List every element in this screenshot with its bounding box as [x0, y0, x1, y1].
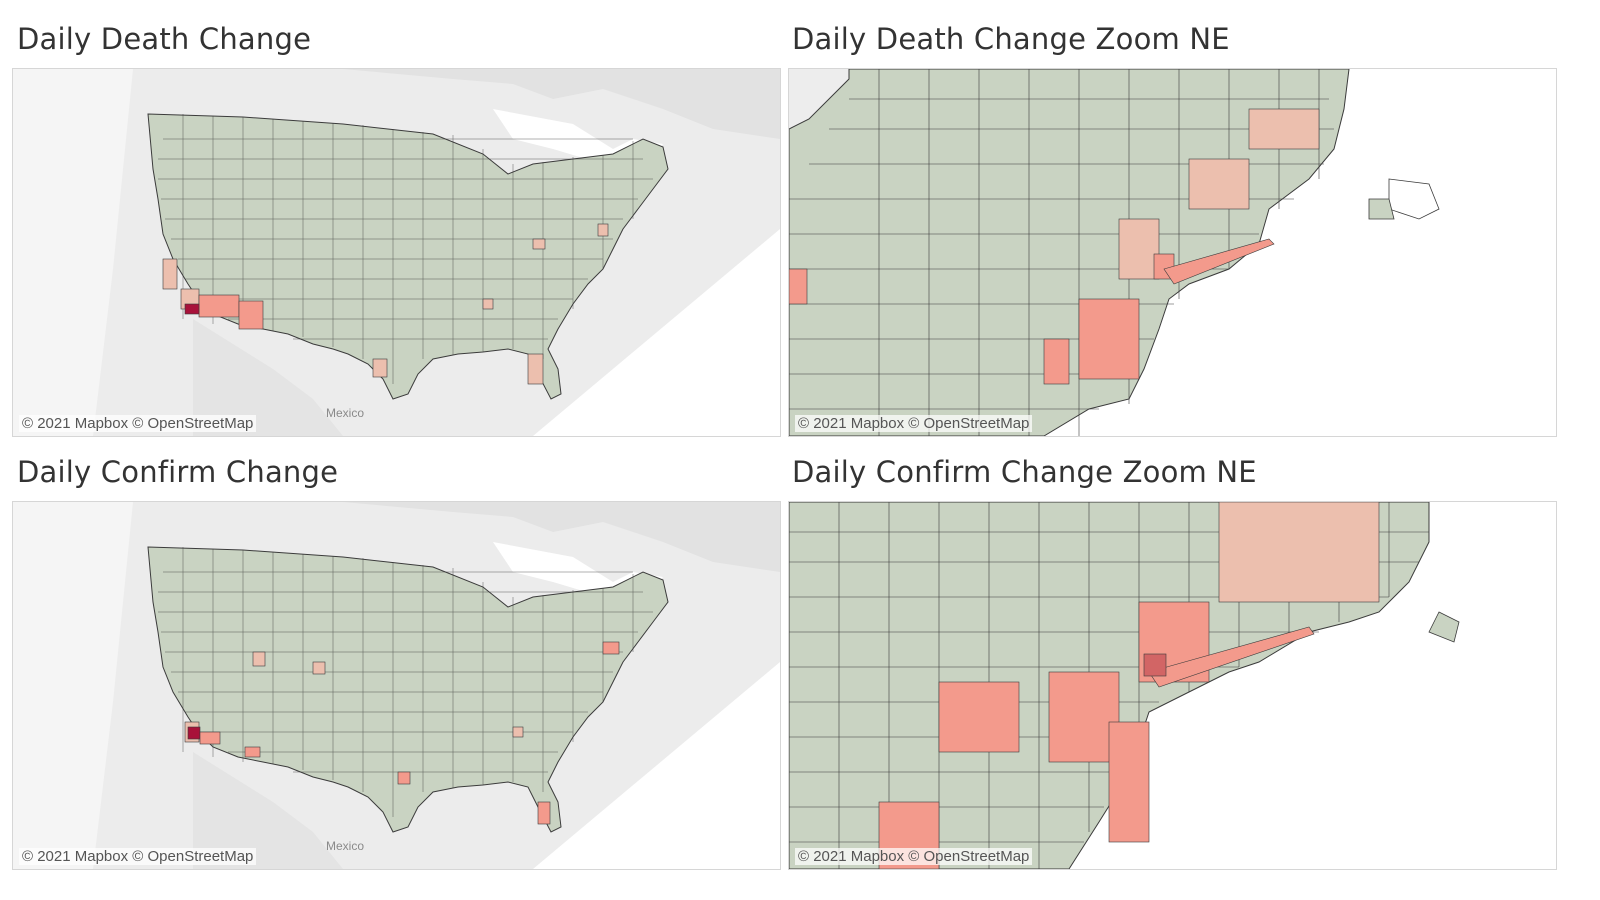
- map-attribution[interactable]: © 2021 Mapbox © OpenStreetMap: [795, 848, 1033, 865]
- us-confirm-map[interactable]: Mexico © 2021 Mapbox © OpenStreetMap: [12, 501, 781, 870]
- hotspots: [878, 502, 1380, 869]
- map-attribution[interactable]: © 2021 Mapbox © OpenStreetMap: [19, 848, 257, 865]
- us-death-map-svg: [13, 69, 780, 436]
- panel-title-confirm-ne: Daily Confirm Change Zoom NE: [792, 455, 1257, 489]
- hotspots: [184, 641, 620, 825]
- us-confirm-map-svg: [13, 502, 780, 869]
- ne-death-map[interactable]: © 2021 Mapbox © OpenStreetMap: [788, 68, 1557, 437]
- hotspots: [162, 223, 609, 385]
- panel-title-death: Daily Death Change: [17, 22, 312, 56]
- hotspots: [789, 108, 1320, 385]
- map-attribution[interactable]: © 2021 Mapbox © OpenStreetMap: [19, 415, 257, 432]
- us-death-map[interactable]: Mexico © 2021 Mapbox © OpenStreetMap: [12, 68, 781, 437]
- ne-confirm-map-svg: [789, 502, 1556, 869]
- ne-confirm-map[interactable]: © 2021 Mapbox © OpenStreetMap: [788, 501, 1557, 870]
- map-attribution[interactable]: © 2021 Mapbox © OpenStreetMap: [795, 415, 1033, 432]
- county-grid: [158, 114, 653, 384]
- panel-title-death-ne: Daily Death Change Zoom NE: [792, 22, 1230, 56]
- panel-title-confirm: Daily Confirm Change: [17, 455, 339, 489]
- place-label-mexico: Mexico: [326, 406, 365, 420]
- place-label-mexico: Mexico: [326, 839, 365, 853]
- ne-death-map-svg: [789, 69, 1556, 436]
